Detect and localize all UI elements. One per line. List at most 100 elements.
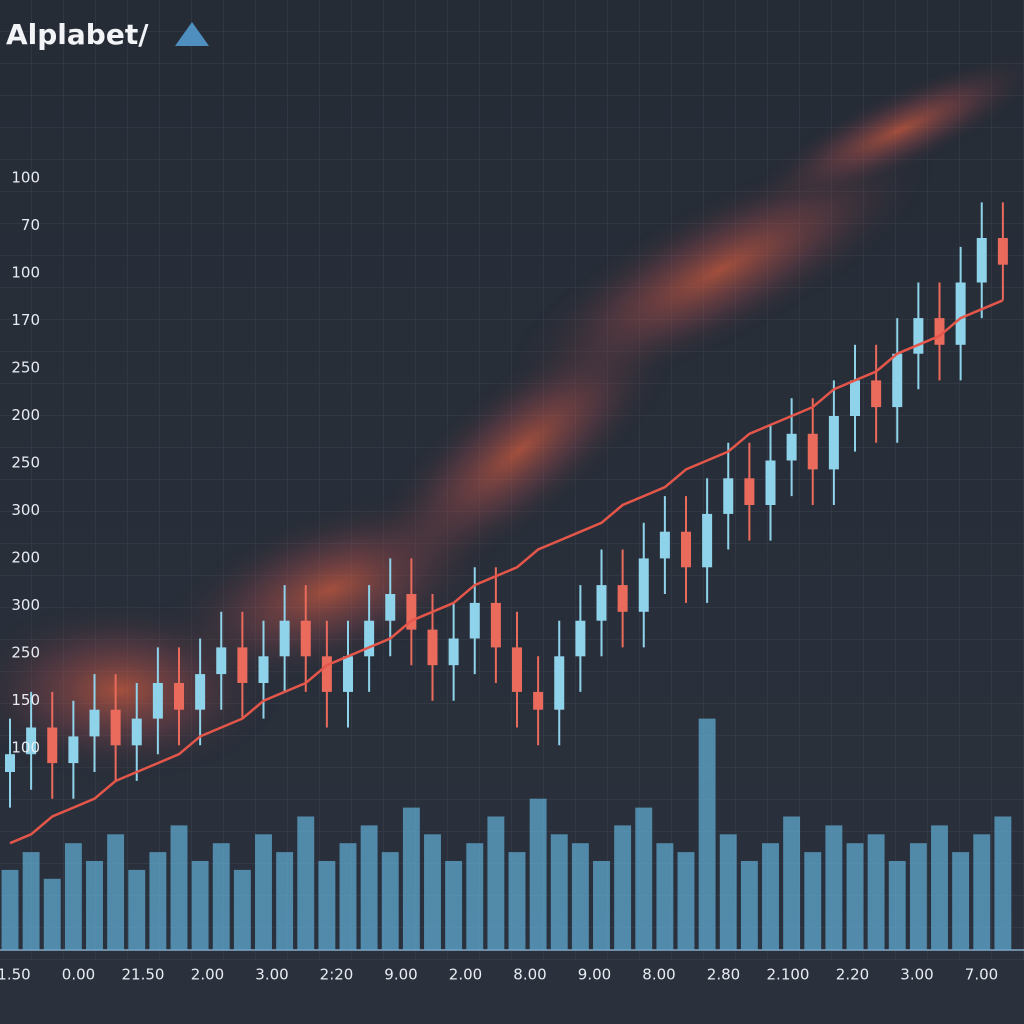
volume-bar [783, 816, 801, 950]
x-axis-label: 1.50 [0, 966, 31, 984]
candle-body [554, 656, 565, 710]
volume-bar [909, 843, 927, 950]
candle-body [702, 513, 713, 568]
volume-bar [529, 798, 547, 950]
y-axis-label: 100 [11, 264, 40, 282]
x-axis-label: 8.00 [642, 966, 675, 984]
volume-bar [381, 852, 399, 950]
x-axis-label: 2.00 [449, 966, 482, 984]
candle-body [976, 238, 987, 283]
candle-body [47, 727, 58, 764]
volume-bar [804, 852, 822, 950]
x-axis-label: 2:20 [320, 966, 354, 984]
volume-bar [698, 718, 716, 950]
volume-bar [466, 843, 484, 950]
volume-bar [635, 807, 653, 950]
candle-body [68, 736, 79, 764]
volume-bar [550, 834, 568, 950]
volume-bar [487, 816, 505, 950]
y-axis-label: 100 [11, 169, 40, 187]
candle-body [427, 629, 438, 666]
volume-bar [740, 861, 758, 950]
volume-bar [43, 878, 61, 950]
x-axis-label: 21.50 [122, 966, 165, 984]
volume-bar [22, 852, 40, 950]
x-axis-label: 2.00 [191, 966, 224, 984]
candle-body [744, 478, 755, 505]
moving-average-line [9, 299, 1004, 845]
volume-bar [846, 843, 864, 950]
volume-bar [994, 816, 1012, 950]
candle-body [343, 656, 353, 692]
candle-body [765, 460, 776, 505]
y-axis-label: 170 [11, 311, 40, 329]
volume-bar [128, 869, 146, 950]
candle-body [997, 238, 1008, 265]
volume-bar [297, 816, 315, 950]
volume-bar [445, 861, 463, 950]
y-axis-label: 70 [21, 216, 40, 234]
volume-bar [1, 869, 19, 950]
candle-body [913, 318, 924, 354]
candle-body [807, 433, 818, 470]
x-axis-label: 9.00 [384, 966, 417, 984]
volume-bar [255, 834, 272, 950]
candle-body [575, 620, 586, 657]
candle-body [258, 656, 269, 683]
candle-body [131, 718, 142, 746]
candle-body [786, 433, 797, 461]
candle-body [89, 709, 100, 737]
y-axis-label: 300 [11, 501, 40, 519]
candle-body [448, 638, 459, 666]
candle-body [638, 558, 649, 612]
nebula [0, 53, 1024, 780]
candle-body [152, 683, 163, 719]
volume-bar [952, 852, 970, 950]
candle-body [533, 691, 544, 710]
candle-body [406, 594, 417, 630]
candle-body [871, 380, 882, 408]
x-axis-label: 7.00 [965, 966, 998, 984]
x-axis-label: 8.00 [513, 966, 546, 984]
candle-body [321, 656, 332, 692]
volume-bar [318, 861, 336, 950]
x-axis-label: 9.00 [578, 966, 611, 984]
candle-body [659, 531, 670, 559]
y-axis-label: 200 [11, 406, 40, 424]
y-axis-label: 300 [11, 596, 40, 614]
volume-bar [191, 861, 209, 950]
candle-body [681, 531, 691, 568]
candle-body [26, 727, 37, 755]
candle-body [174, 683, 184, 710]
volume-bar [593, 861, 610, 950]
volume-bar [614, 825, 632, 950]
candle-body [892, 353, 903, 408]
candle-body [195, 674, 206, 710]
volume-bar [719, 834, 737, 950]
volume-bar [888, 861, 906, 950]
x-axis-label: 0.00 [62, 966, 95, 984]
chart-title: Alplabet/ [6, 18, 149, 51]
y-axis-label: 100 [11, 739, 40, 757]
y-axis-label: 250 [11, 359, 40, 377]
volume-bar [931, 825, 948, 950]
volume-bar [360, 825, 378, 950]
volume-bar [402, 807, 420, 950]
volume-bar [149, 852, 167, 950]
x-axis-label: 2.20 [836, 966, 869, 984]
volume-bar [973, 834, 991, 950]
volume-bar [276, 852, 294, 950]
x-axis-label: 3.00 [900, 966, 933, 984]
volume-bar [867, 834, 885, 950]
candle-body [723, 478, 734, 514]
trend-icon [175, 22, 209, 46]
x-axis-label: 3.00 [255, 966, 288, 984]
candle-body [237, 647, 248, 683]
volume-bar [339, 843, 357, 950]
candle-body [490, 602, 501, 648]
y-axis-label: 200 [11, 549, 40, 567]
candle-body [300, 620, 311, 657]
volume-bar [508, 852, 526, 950]
y-axis-label: 250 [11, 454, 40, 472]
